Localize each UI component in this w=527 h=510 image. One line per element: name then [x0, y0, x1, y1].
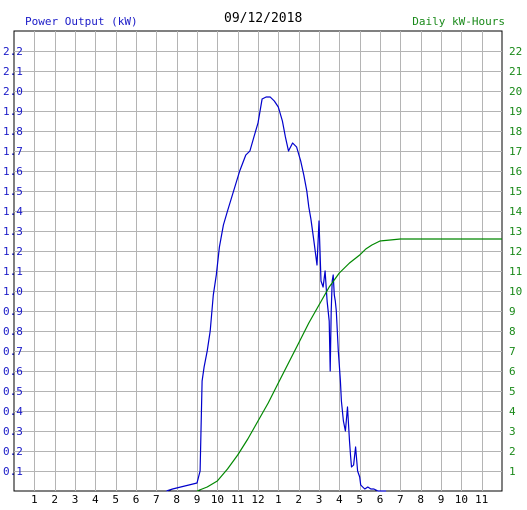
y-tick-label: 0.2: [3, 445, 23, 458]
y2-tick-label: 19: [509, 105, 522, 118]
x-tick-label: 11: [231, 493, 244, 506]
x-tick-label: 4: [92, 493, 99, 506]
y2-tick-label: 18: [509, 125, 522, 138]
y2-tick-label: 9: [509, 305, 516, 318]
x-tick-label: 5: [356, 493, 363, 506]
y-tick-label: 1.2: [3, 245, 23, 258]
x-tick-label: 2: [51, 493, 58, 506]
x-tick-label: 5: [112, 493, 119, 506]
daily-kwh-line: [196, 238, 502, 492]
left-axis-title: Power Output (kW): [25, 15, 138, 28]
y2-tick-label: 15: [509, 185, 522, 198]
y-tick-label: 0.5: [3, 385, 23, 398]
y-tick-label: 1.5: [3, 185, 23, 198]
x-tick-label: 11: [475, 493, 488, 506]
y-tick-label: 0.7: [3, 345, 23, 358]
x-tick-label: 4: [336, 493, 343, 506]
y2-tick-label: 17: [509, 145, 522, 158]
y2-tick-label: 16: [509, 165, 522, 178]
right-axis-title: Daily kW-Hours: [412, 15, 505, 28]
y2-tick-label: 21: [509, 65, 522, 78]
y-tick-label: 2.1: [3, 65, 23, 78]
chart-date-title: 09/12/2018: [224, 11, 303, 26]
x-tick-label: 1: [275, 493, 282, 506]
x-axis-ticks: 1 2 3 4 5 6 7 8 9 10 11 12 1 2 3 4 5 6 7 8 9 10 11: [31, 493, 488, 506]
y2-tick-label: 10: [509, 285, 522, 298]
x-tick-label: 3: [316, 493, 323, 506]
y2-tick-label: 7: [509, 345, 516, 358]
y2-tick-label: 6: [509, 365, 516, 378]
x-tick-label: 10: [211, 493, 224, 506]
y2-tick-label: 22: [509, 45, 522, 58]
y-tick-label: 0.9: [3, 305, 23, 318]
y2-tick-label: 2: [509, 445, 516, 458]
y-tick-label: 0.3: [3, 425, 23, 438]
y-tick-label: 0.1: [3, 465, 23, 478]
y2-tick-label: 12: [509, 245, 522, 258]
y-tick-label: 0.4: [3, 405, 23, 418]
y-tick-label: 1.0: [3, 285, 23, 298]
chart-grid: [13, 30, 503, 492]
x-tick-label: 9: [194, 493, 201, 506]
x-tick-label: 8: [173, 493, 180, 506]
power-output-line: [166, 96, 387, 492]
x-tick-label: 8: [417, 493, 424, 506]
x-tick-label: 9: [438, 493, 445, 506]
y-tick-label: 1.7: [3, 145, 23, 158]
y-tick-label: 2.0: [3, 85, 23, 98]
y2-tick-label: 5: [509, 385, 516, 398]
y2-tick-label: 1: [509, 465, 516, 478]
x-tick-label: 1: [31, 493, 38, 506]
y2-tick-label: 4: [509, 405, 516, 418]
chart-series: [166, 96, 502, 492]
y2-tick-label: 11: [509, 265, 522, 278]
x-tick-label: 10: [455, 493, 468, 506]
y2-tick-label: 13: [509, 225, 522, 238]
y2-tick-label: 3: [509, 425, 516, 438]
y-tick-label: 2.2: [3, 45, 23, 58]
x-tick-label: 12: [251, 493, 264, 506]
x-tick-label: 7: [153, 493, 160, 506]
y-tick-label: 1.9: [3, 105, 23, 118]
x-tick-label: 6: [377, 493, 384, 506]
x-tick-label: 2: [295, 493, 302, 506]
y2-tick-label: 8: [509, 325, 516, 338]
left-axis-ticks: 0.1 0.2 0.3 0.4 0.5 0.6 0.7 0.8 0.9 1.0 1.1 1.2 1.3 1…: [3, 45, 23, 478]
y-tick-label: 0.8: [3, 325, 23, 338]
y-tick-label: 1.8: [3, 125, 23, 138]
y-tick-label: 0.6: [3, 365, 23, 378]
y-tick-label: 1.4: [3, 205, 23, 218]
x-tick-label: 7: [397, 493, 404, 506]
y2-tick-label: 20: [509, 85, 522, 98]
y-tick-label: 1.1: [3, 265, 23, 278]
x-tick-label: 3: [72, 493, 79, 506]
y-tick-label: 1.3: [3, 225, 23, 238]
y2-tick-label: 14: [509, 205, 523, 218]
y-tick-label: 1.6: [3, 165, 23, 178]
x-tick-label: 6: [133, 493, 140, 506]
